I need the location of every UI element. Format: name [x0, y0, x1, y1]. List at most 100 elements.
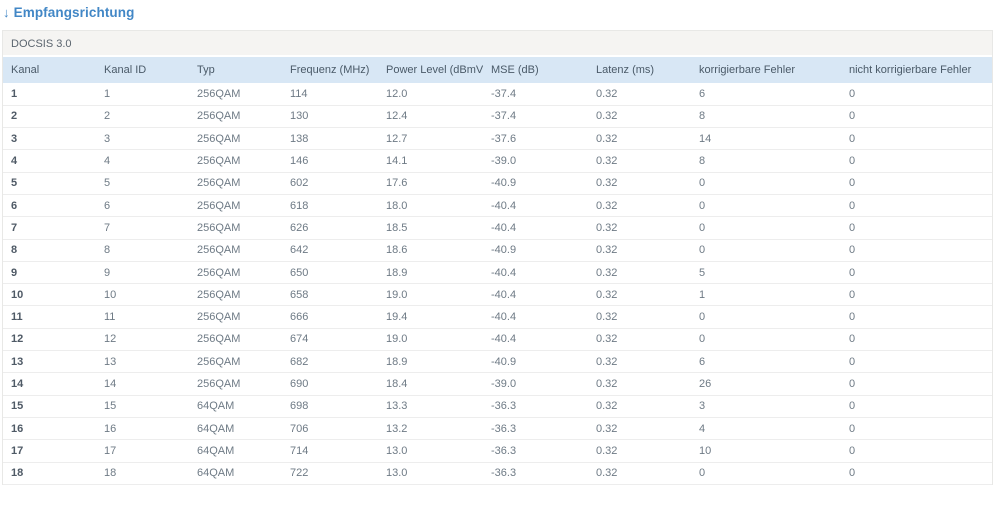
table-cell: -36.3: [483, 462, 588, 485]
docsis-channel-table: DOCSIS 3.0 Kanal Kanal ID Typ Frequenz (…: [2, 30, 993, 485]
column-header-mse: MSE (dB): [483, 57, 588, 83]
table-cell: 0: [841, 462, 992, 485]
table-cell: 10: [691, 439, 841, 463]
row-header-cell: 16: [3, 417, 96, 441]
table-cell: 4: [691, 417, 841, 441]
table-cell: 256QAM: [189, 83, 282, 106]
down-arrow-icon: ↓: [3, 5, 10, 20]
row-header-cell: 10: [3, 283, 96, 307]
table-row: 15 15 64QAM 698 13.3 -36.3 0.32 3 0: [3, 395, 992, 418]
table-cell: 626: [282, 216, 378, 240]
table-cell: 0.32: [588, 305, 691, 329]
table-cell: -36.3: [483, 439, 588, 463]
table-cell: 0: [841, 417, 992, 441]
table-cell: 0.32: [588, 216, 691, 240]
table-cell: 12.4: [378, 105, 483, 129]
table-cell: 706: [282, 417, 378, 441]
table-cell: 17: [96, 439, 189, 463]
table-cell: -37.4: [483, 83, 588, 106]
table-cell: -40.9: [483, 350, 588, 374]
table-cell: 18.9: [378, 261, 483, 285]
row-header-cell: 6: [3, 194, 96, 218]
table-cell: 0: [841, 395, 992, 418]
row-header-cell: 18: [3, 462, 96, 485]
table-cell: 130: [282, 105, 378, 129]
table-cell: 2: [96, 105, 189, 129]
row-header-cell: 14: [3, 372, 96, 396]
table-cell: 14.1: [378, 149, 483, 173]
table-cell: 256QAM: [189, 172, 282, 195]
table-cell: 18.4: [378, 372, 483, 396]
row-header-cell: 4: [3, 149, 96, 173]
table-cell: 26: [691, 372, 841, 396]
table-cell: 18.9: [378, 350, 483, 374]
column-header-kanal: Kanal: [3, 57, 96, 83]
column-header-latenz: Latenz (ms): [588, 57, 691, 83]
empfangsrichtung-section-link[interactable]: ↓ Empfangsrichtung: [3, 5, 134, 20]
table-cell: 0.32: [588, 261, 691, 285]
table-cell: -36.3: [483, 395, 588, 418]
table-cell: 64QAM: [189, 395, 282, 418]
table-cell: 256QAM: [189, 194, 282, 218]
table-cell: 0.32: [588, 172, 691, 195]
table-cell: 658: [282, 283, 378, 307]
table-cell: 8: [691, 105, 841, 129]
table-cell: -39.0: [483, 372, 588, 396]
table-cell: 13: [96, 350, 189, 374]
table-cell: 13.0: [378, 439, 483, 463]
table-cell: -40.4: [483, 216, 588, 240]
row-header-cell: 13: [3, 350, 96, 374]
table-row: 17 17 64QAM 714 13.0 -36.3 0.32 10 0: [3, 439, 992, 463]
table-cell: 18: [96, 462, 189, 485]
column-header-power-level: Power Level (dBmV): [378, 57, 483, 83]
table-cell: 17.6: [378, 172, 483, 195]
table-row: 7 7 256QAM 626 18.5 -40.4 0.32 0 0: [3, 216, 992, 240]
table-cell: 0: [841, 194, 992, 218]
table-cell: 256QAM: [189, 350, 282, 374]
table-cell: 146: [282, 149, 378, 173]
table-cell: 5: [96, 172, 189, 195]
table-row: 11 11 256QAM 666 19.4 -40.4 0.32 0 0: [3, 305, 992, 329]
table-row: 2 2 256QAM 130 12.4 -37.4 0.32 8 0: [3, 105, 992, 129]
table-header-row: Kanal Kanal ID Typ Frequenz (MHz) Power …: [3, 57, 992, 83]
table-cell: 618: [282, 194, 378, 218]
table-cell: 7: [96, 216, 189, 240]
table-cell: 0: [841, 328, 992, 352]
table-row: 5 5 256QAM 602 17.6 -40.9 0.32 0 0: [3, 172, 992, 195]
table-cell: 682: [282, 350, 378, 374]
table-row: 4 4 256QAM 146 14.1 -39.0 0.32 8 0: [3, 149, 992, 173]
table-cell: 0.32: [588, 83, 691, 106]
table-cell: 1: [96, 83, 189, 106]
row-header-cell: 9: [3, 261, 96, 285]
table-cell: 0: [691, 462, 841, 485]
table-cell: 64QAM: [189, 417, 282, 441]
table-row: 10 10 256QAM 658 19.0 -40.4 0.32 1 0: [3, 283, 992, 307]
table-cell: -39.0: [483, 149, 588, 173]
table-cell: 3: [96, 127, 189, 151]
table-row: 8 8 256QAM 642 18.6 -40.9 0.32 0 0: [3, 239, 992, 262]
table-cell: 9: [96, 261, 189, 285]
table-cell: 4: [96, 149, 189, 173]
table-cell: 14: [96, 372, 189, 396]
table-cell: 0: [841, 305, 992, 329]
column-header-typ: Typ: [189, 57, 282, 83]
table-cell: 8: [691, 149, 841, 173]
table-cell: 0.32: [588, 239, 691, 262]
table-cell: 0: [691, 328, 841, 352]
table-cell: 0: [841, 105, 992, 129]
row-header-cell: 3: [3, 127, 96, 151]
page-title: Empfangsrichtung: [13, 5, 135, 20]
row-header-cell: 8: [3, 239, 96, 262]
table-cell: 0: [691, 172, 841, 195]
row-header-cell: 1: [3, 83, 96, 106]
table-cell: 0: [841, 439, 992, 463]
column-header-nicht-korrigierbare-fehler: nicht korrigierbare Fehler: [841, 57, 992, 83]
table-cell: 0.32: [588, 328, 691, 352]
table-cell: 13.0: [378, 462, 483, 485]
table-cell: 722: [282, 462, 378, 485]
table-cell: 18.0: [378, 194, 483, 218]
table-cell: 690: [282, 372, 378, 396]
row-header-cell: 17: [3, 439, 96, 463]
table-cell: 8: [96, 239, 189, 262]
table-cell: -40.9: [483, 172, 588, 195]
